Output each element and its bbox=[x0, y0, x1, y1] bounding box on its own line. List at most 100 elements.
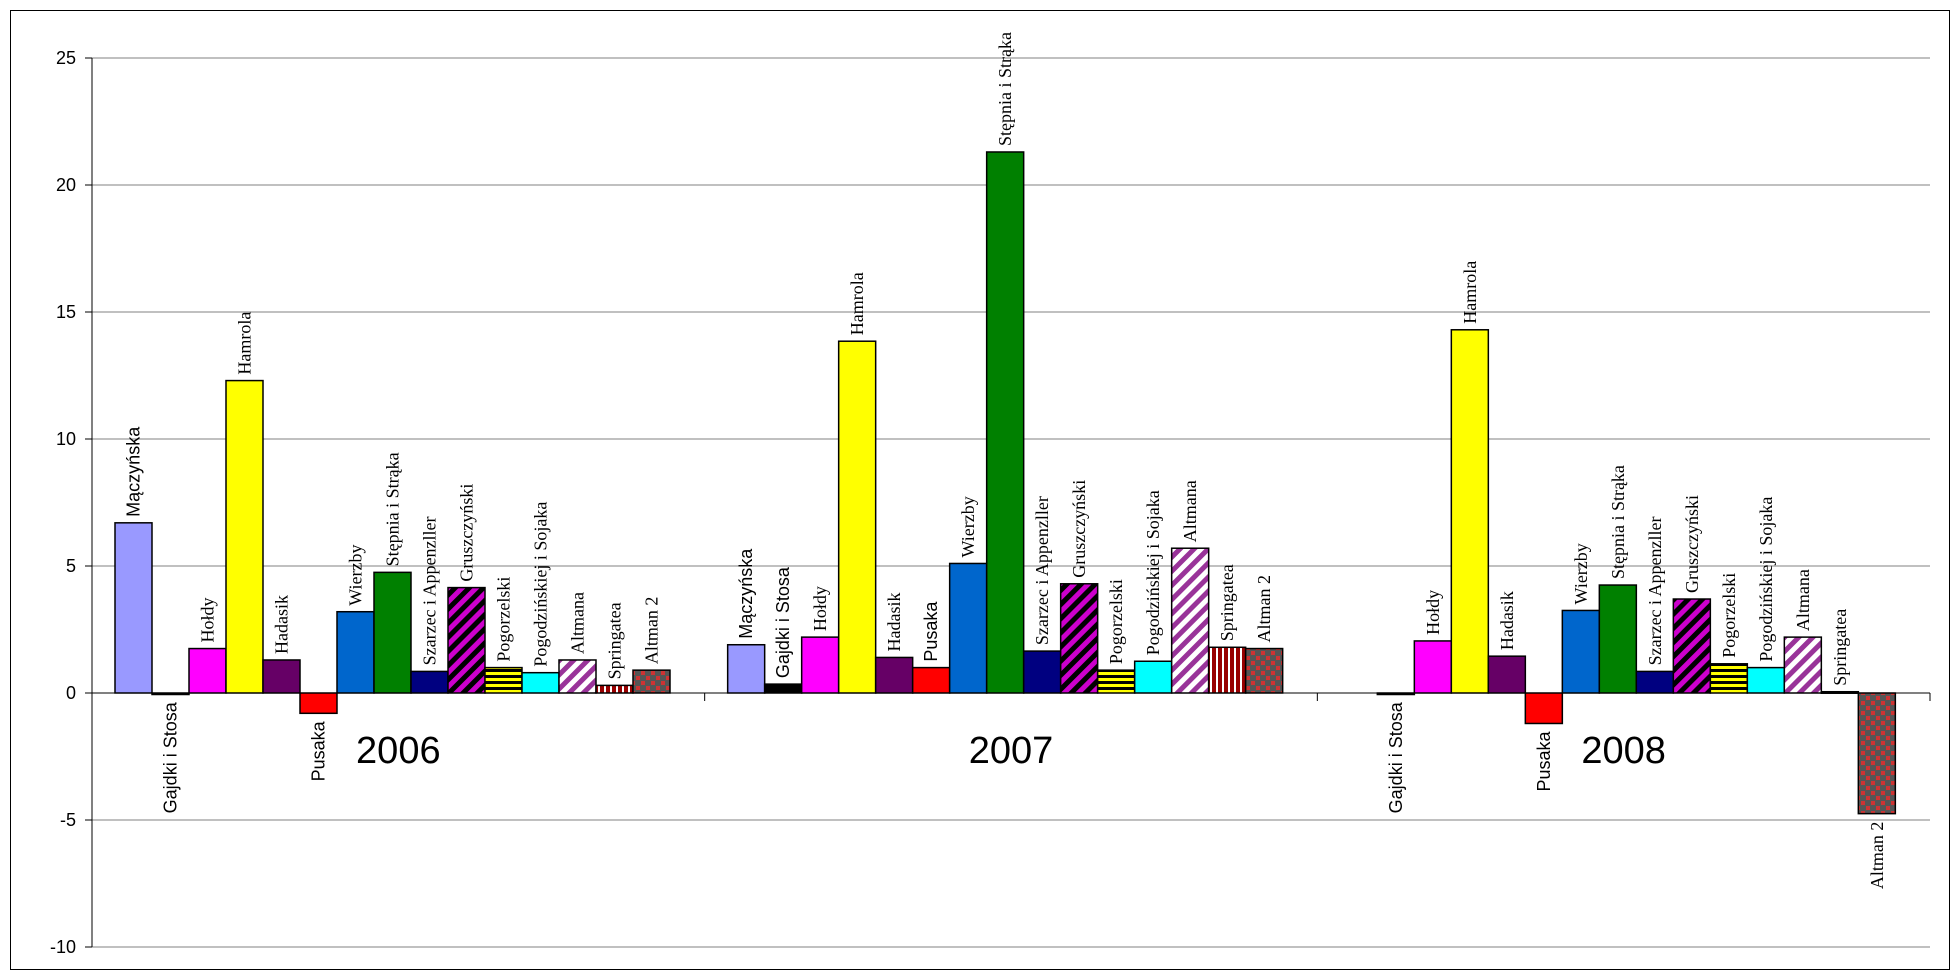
bar bbox=[1487, 655, 1527, 694]
bar bbox=[1376, 692, 1416, 696]
bar-label: Springatea bbox=[605, 602, 625, 679]
bar-label: Mączyńska bbox=[736, 548, 756, 639]
bar-label: Hamrola bbox=[847, 272, 867, 335]
bar-label: Stępnia i Strąka bbox=[995, 32, 1015, 146]
y-tick-label: 5 bbox=[66, 556, 76, 576]
bar-label: Gajdki i Stosa bbox=[161, 701, 181, 813]
bar bbox=[948, 562, 988, 694]
bar-label: Altmana bbox=[568, 592, 588, 654]
bar-label: Pusaka bbox=[921, 601, 941, 662]
bar bbox=[985, 151, 1025, 694]
bar bbox=[1450, 329, 1490, 694]
y-tick-label: 25 bbox=[56, 48, 76, 68]
bar-label: Pogodzińskiej i Sojaka bbox=[1756, 497, 1776, 662]
bar bbox=[373, 571, 412, 694]
bars bbox=[114, 151, 1897, 815]
bar bbox=[410, 670, 449, 694]
y-tick-label: -5 bbox=[60, 810, 76, 830]
bar-label: Hadasik bbox=[884, 592, 904, 651]
bar-label: Mączyńska bbox=[124, 426, 144, 517]
bar bbox=[1746, 666, 1786, 694]
axes: 25 20 15 10 5 0 -5 -10 bbox=[50, 48, 1931, 957]
bar bbox=[800, 636, 840, 694]
y-tick-label: 20 bbox=[56, 175, 76, 195]
bar-label: Altman 2 bbox=[1867, 822, 1887, 890]
bar-label: Hołdy bbox=[198, 598, 218, 643]
bar-label: Hamrola bbox=[1460, 261, 1480, 324]
bar-label: Gruszczyński bbox=[1069, 480, 1089, 578]
y-tick-label: 10 bbox=[56, 429, 76, 449]
bar-label: Hamrola bbox=[235, 312, 255, 375]
category-label: 2007 bbox=[969, 730, 1054, 772]
bar bbox=[225, 379, 264, 694]
bar-label: Pogorzelski bbox=[1106, 579, 1126, 664]
y-tick-label: 0 bbox=[66, 683, 76, 703]
bar-label: Springatea bbox=[1217, 564, 1237, 641]
category-label: 2006 bbox=[356, 730, 441, 772]
bar bbox=[262, 659, 301, 694]
bar bbox=[1672, 598, 1712, 694]
bar bbox=[188, 647, 227, 694]
bar bbox=[1709, 663, 1749, 694]
bar-label: Altmana bbox=[1180, 480, 1200, 542]
chart-frame bbox=[10, 10, 1950, 970]
bar bbox=[1059, 583, 1099, 694]
bar-labels: Mączyńska Gajdki i Stosa Hołdy Hamrola Hadas… bbox=[124, 32, 1887, 889]
bar bbox=[151, 692, 190, 696]
bar bbox=[1820, 690, 1860, 694]
bar bbox=[1244, 647, 1284, 694]
bar-label: Pogodzińskiej i Sojaka bbox=[1143, 490, 1163, 655]
bar bbox=[1413, 640, 1453, 694]
bar bbox=[1133, 660, 1173, 694]
bar-label: Pogodzińskiej i Sojaka bbox=[531, 502, 551, 667]
bar bbox=[1022, 650, 1062, 694]
bar-label: Altman 2 bbox=[642, 597, 662, 665]
bar-label: Wierzby bbox=[346, 544, 366, 605]
bar bbox=[1096, 669, 1136, 694]
bar bbox=[1561, 609, 1601, 694]
bar-label: Pusaka bbox=[309, 720, 329, 781]
bar bbox=[874, 656, 914, 694]
y-tick-label: 15 bbox=[56, 302, 76, 322]
bar bbox=[521, 671, 560, 694]
bar-label: Gruszczyński bbox=[457, 484, 477, 582]
bar bbox=[726, 643, 766, 694]
bar bbox=[484, 666, 523, 694]
bar-label: Szarzec i Appenzller bbox=[1645, 516, 1665, 665]
bar bbox=[1783, 636, 1823, 694]
bar bbox=[558, 659, 597, 694]
bar-label: Springatea bbox=[1830, 609, 1850, 686]
bar bbox=[837, 340, 877, 694]
bar-label: Pogorzelski bbox=[1719, 573, 1739, 658]
bar-label: Altman 2 bbox=[1254, 575, 1274, 643]
bar bbox=[595, 684, 634, 694]
bar-label: Gajdki i Stosa bbox=[1386, 701, 1406, 813]
bar-label: Szarzec i Appenzller bbox=[420, 516, 440, 665]
bar-label: Hołdy bbox=[1423, 590, 1443, 635]
y-tick-label: -10 bbox=[50, 937, 76, 957]
bar-label: Hadasik bbox=[272, 595, 292, 654]
bar bbox=[299, 692, 338, 715]
bar-label: Stępnia i Strąka bbox=[1608, 465, 1628, 579]
bar bbox=[336, 610, 375, 694]
bar bbox=[763, 683, 803, 694]
bar-label: Altmana bbox=[1793, 569, 1813, 631]
bar-label: Pusaka bbox=[1534, 730, 1554, 791]
bar bbox=[1207, 646, 1247, 694]
bar bbox=[114, 522, 153, 694]
bar bbox=[1635, 670, 1675, 694]
bar-label: Szarzec i Appenzller bbox=[1032, 496, 1052, 645]
bar bbox=[1524, 692, 1564, 725]
bar-label: Hołdy bbox=[810, 586, 830, 631]
category-label: 2008 bbox=[1581, 730, 1666, 772]
bar bbox=[1857, 692, 1897, 815]
bar-label: Wierzby bbox=[1571, 543, 1591, 604]
bar-label: Gruszczyński bbox=[1682, 495, 1702, 593]
bar bbox=[911, 666, 951, 694]
bar-label: Wierzby bbox=[958, 496, 978, 557]
bar bbox=[447, 586, 486, 694]
bar bbox=[1598, 584, 1638, 694]
bar bbox=[1170, 547, 1210, 694]
bar-label: Gajdki i Stosa bbox=[773, 566, 793, 678]
